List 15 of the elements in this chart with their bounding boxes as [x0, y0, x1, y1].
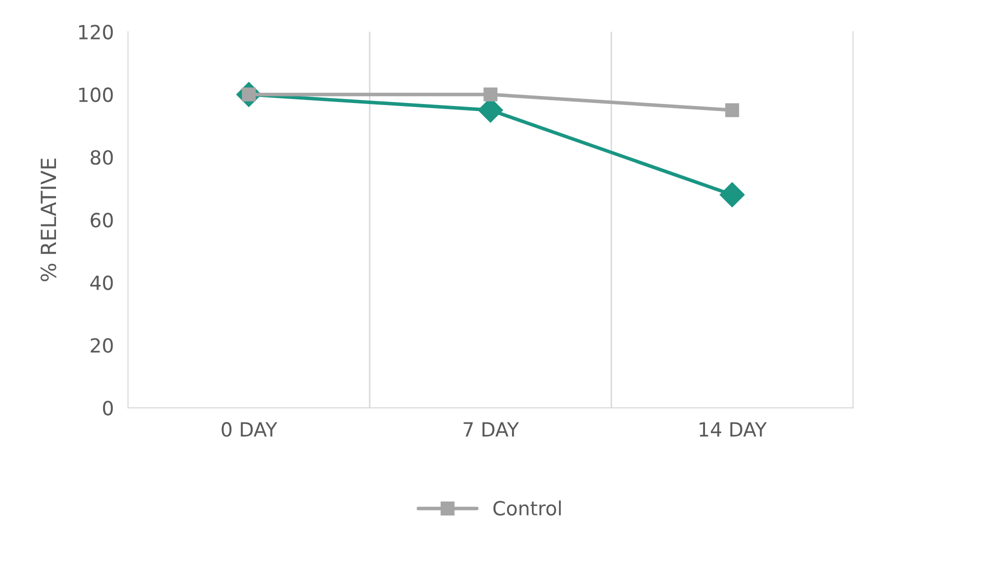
x-tick-label: 14 DAY	[700, 422, 767, 436]
y-tick-label: 0	[103, 400, 113, 416]
y-tick-label: 120	[79, 24, 113, 40]
y-tick-label: 80	[90, 150, 113, 165]
point	[484, 88, 498, 102]
point	[720, 182, 745, 208]
legend-label: Control	[493, 500, 561, 516]
y-tick-label: 100	[79, 87, 113, 102]
y-tick-label: 40	[90, 275, 113, 290]
x-tick-label: 7 DAY	[464, 422, 519, 436]
y-tick-label: 60	[90, 212, 113, 228]
x-tick-label: 0 DAY	[222, 422, 278, 437]
y-tick-label: 20	[90, 338, 113, 353]
point	[725, 103, 740, 118]
y-axis-title: % RELATIVE	[40, 158, 56, 282]
